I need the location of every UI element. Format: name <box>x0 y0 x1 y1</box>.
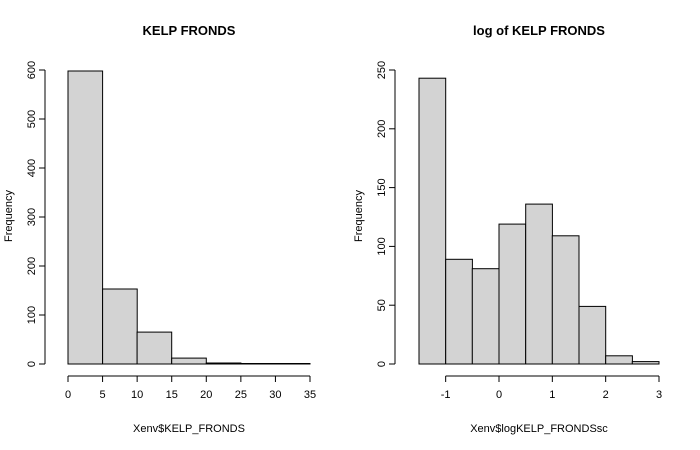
y-tick-label: 150 <box>376 178 388 196</box>
histogram-bar <box>274 363 311 365</box>
histogram-bars <box>67 70 311 365</box>
histogram-bar <box>205 362 242 365</box>
histogram-bar <box>578 305 607 365</box>
x-tick-label: 10 <box>131 389 143 401</box>
histogram-bar <box>171 357 207 365</box>
x-tick-label: 0 <box>65 389 71 401</box>
log-kelp-fronds-histogram-panel: log of KELP FRONDS Xenv$logKELP_FRONDSsc… <box>353 23 662 435</box>
x-axis: -1 0 1 2 3 <box>441 375 662 401</box>
x-tick-label: 30 <box>269 389 281 401</box>
y-tick-label: 200 <box>26 257 38 275</box>
y-tick-label: 200 <box>376 120 388 138</box>
histogram-bars <box>418 77 660 365</box>
x-axis-label: Xenv$KELP_FRONDS <box>133 423 245 435</box>
y-tick-label: 100 <box>376 237 388 255</box>
x-tick-label: 1 <box>549 389 555 401</box>
histogram-bar <box>525 203 553 365</box>
y-tick-label: 600 <box>26 61 38 79</box>
x-tick-label: 0 <box>496 389 502 401</box>
histogram-bar <box>136 331 173 365</box>
y-tick-label: 500 <box>26 110 38 128</box>
kelp-fronds-histogram-panel: KELP FRONDS Xenv$KELP_FRONDS Frequency 0… <box>3 23 316 435</box>
histogram-bar <box>631 361 660 365</box>
x-axis: 0 5 10 15 20 25 30 35 <box>65 375 316 401</box>
histogram-bar <box>67 70 104 365</box>
histogram-bar <box>240 363 276 365</box>
chart-title: log of KELP FRONDS <box>473 23 605 38</box>
y-axis: 0 100 200 300 400 500 600 <box>26 61 46 367</box>
y-axis-label: Frequency <box>3 190 15 242</box>
y-tick-label: 300 <box>26 208 38 226</box>
y-tick-label: 0 <box>376 361 388 367</box>
histogram-bar <box>445 258 473 365</box>
x-tick-label: 20 <box>200 389 212 401</box>
y-axis-label: Frequency <box>353 190 365 242</box>
y-tick-label: 250 <box>376 61 388 79</box>
x-tick-label: 25 <box>235 389 247 401</box>
x-axis-label: Xenv$logKELP_FRONDSsc <box>470 423 608 435</box>
x-tick-label: 2 <box>603 389 609 401</box>
x-tick-label: -1 <box>441 389 451 401</box>
y-tick-label: 400 <box>26 159 38 177</box>
histogram-bar <box>102 288 138 365</box>
y-tick-label: 100 <box>26 306 38 324</box>
x-tick-label: 3 <box>656 389 662 401</box>
x-tick-label: 35 <box>304 389 316 401</box>
histogram-bar <box>418 77 447 365</box>
histogram-bar <box>605 355 633 365</box>
histogram-bar <box>551 235 580 365</box>
x-tick-label: 15 <box>166 389 178 401</box>
histogram-bar <box>471 268 500 365</box>
y-axis: 0 50 100 150 200 250 <box>376 61 396 367</box>
y-tick-label: 50 <box>376 299 388 311</box>
chart-title: KELP FRONDS <box>143 23 236 38</box>
histogram-bar <box>498 223 527 365</box>
x-tick-label: 5 <box>100 389 106 401</box>
y-tick-label: 0 <box>26 361 38 367</box>
